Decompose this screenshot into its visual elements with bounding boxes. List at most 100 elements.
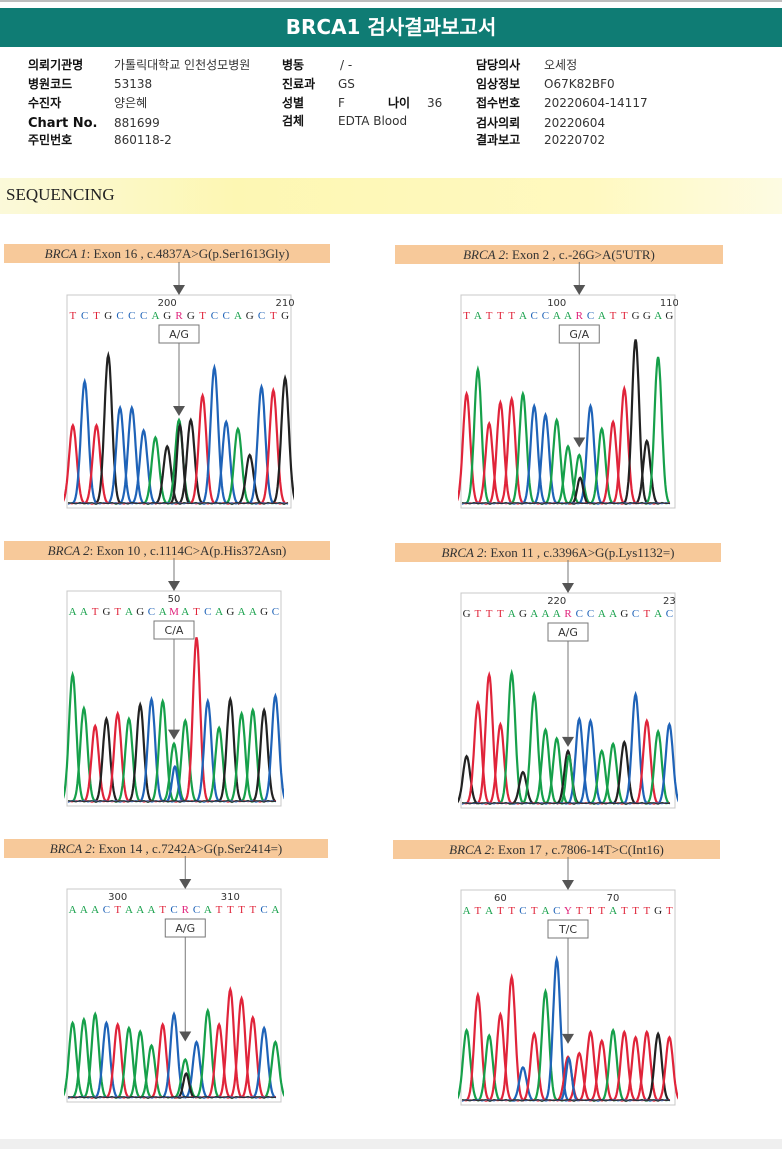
- base-call-letter: C: [204, 606, 211, 618]
- trace-peak: [248, 383, 274, 505]
- trace-peak: [645, 356, 670, 504]
- label-report-date: 결과보고: [476, 133, 521, 147]
- base-call-letter: T: [587, 905, 594, 917]
- base-call-letter: A: [463, 905, 471, 917]
- base-call-letter: C: [632, 608, 639, 620]
- trace-peak: [522, 402, 546, 505]
- base-call-letter: A: [181, 606, 189, 618]
- base-call-letter: G: [519, 608, 527, 620]
- base-call-letter: G: [104, 310, 112, 322]
- trace-peak: [511, 770, 535, 805]
- base-call-letter: A: [553, 608, 561, 620]
- base-call-letter: T: [70, 310, 77, 322]
- base-call-letter: C: [519, 905, 526, 917]
- top-border: [0, 0, 782, 2]
- base-call-letter: A: [215, 606, 223, 618]
- base-call-letter: C: [553, 905, 560, 917]
- label-specimen: 검체: [282, 114, 305, 128]
- trace-peak: [237, 453, 262, 505]
- trace-peak: [64, 1020, 85, 1098]
- gene-name: BRCA 1: [44, 246, 87, 261]
- trace-peak: [105, 1021, 130, 1099]
- trace-peak: [139, 1043, 163, 1099]
- base-call-letter: A: [654, 310, 662, 322]
- trace-peak: [142, 435, 168, 505]
- value-receipt-number: 20220604-14117: [544, 96, 648, 110]
- base-call-letter: G: [102, 606, 110, 618]
- base-call-letter: T: [576, 905, 583, 917]
- trace-peak: [533, 987, 558, 1102]
- base-call-letter: T: [159, 904, 166, 916]
- arrow-down-icon: [168, 729, 180, 740]
- trace-peak: [465, 365, 490, 504]
- base-call-letter: T: [497, 905, 504, 917]
- base-call-letter: T: [270, 310, 277, 322]
- label-department: 진료과: [282, 77, 316, 91]
- trace-peak: [634, 718, 659, 805]
- base-call-letter: T: [643, 905, 650, 917]
- trace-peak: [116, 1025, 141, 1099]
- base-call-letter: T: [497, 310, 504, 322]
- base-call-letter: C: [148, 606, 155, 618]
- trace-peak: [600, 1027, 625, 1102]
- variant-label-6: BRCA 2: Exon 17 , c.7806-14T>C(Int16): [393, 840, 720, 859]
- value-sex: F: [338, 96, 345, 110]
- trace-peak: [612, 1029, 636, 1102]
- base-call-letter: G: [665, 310, 673, 322]
- zygosity-label: G/A: [569, 328, 589, 341]
- trace-minor-peak: [170, 422, 190, 504]
- position-tick-label: 50: [168, 594, 181, 605]
- trace-peak: [218, 695, 242, 803]
- base-call-letter: T: [508, 905, 515, 917]
- base-call-letter: T: [227, 904, 234, 916]
- base-call-letter: C: [81, 310, 88, 322]
- variant-label-1: BRCA 1: Exon 16 , c.4837A>G(p.Ser1613Gly…: [4, 244, 330, 263]
- trace-peak: [105, 710, 130, 803]
- value-chart-no: 881699: [114, 116, 160, 130]
- trace-baseline: [67, 501, 289, 506]
- position-tick-label: 60: [494, 893, 507, 904]
- base-call-letter: T: [643, 608, 650, 620]
- base-call-letter: T: [531, 905, 538, 917]
- base-call-letter: A: [530, 608, 538, 620]
- trace-minor-peak: [571, 476, 589, 505]
- variant-description: : Exon 14 , c.7242A>G(p.Ser2414=): [91, 841, 283, 856]
- label-clinical-info: 임상정보: [476, 77, 521, 91]
- base-call-letter: T: [666, 905, 673, 917]
- base-call-letter: G: [620, 608, 628, 620]
- trace-peak: [94, 715, 119, 803]
- base-call-letter: G: [654, 905, 662, 917]
- base-call-letter: C: [140, 310, 147, 322]
- base-call-letter: A: [125, 606, 133, 618]
- label-patient: 수진자: [28, 96, 62, 110]
- trace-peak: [522, 1031, 546, 1102]
- gene-name: BRCA 2: [449, 842, 492, 857]
- label-hospital-code: 병원코드: [28, 77, 73, 91]
- trace-baseline: [67, 1095, 277, 1100]
- trace-peak: [213, 419, 239, 505]
- trace-peak: [646, 1031, 670, 1102]
- value-clinical-info: O67K82BF0: [544, 77, 615, 91]
- trace-peak: [150, 1022, 175, 1099]
- base-call-letter: C: [531, 310, 538, 322]
- arrow-down-icon: [562, 880, 574, 890]
- base-call-letter: T: [486, 310, 493, 322]
- base-call-letter: T: [610, 310, 617, 322]
- trace-peak: [511, 1065, 535, 1102]
- variant-description: : Exon 10 , c.1114C>A(p.His372Asn): [89, 543, 287, 558]
- base-call-letter: C: [193, 904, 200, 916]
- base-call-letter: A: [125, 904, 133, 916]
- section-title: SEQUENCING: [6, 185, 115, 204]
- base-call-letter: R: [175, 310, 183, 322]
- trace-peak: [477, 1033, 501, 1102]
- variant-description: : Exon 16 , c.4837A>G(p.Ser1613Gly): [86, 246, 290, 261]
- trace-peak: [119, 404, 144, 505]
- trace-peak: [589, 426, 614, 505]
- base-call-letter: A: [564, 310, 572, 322]
- variant-label-3: BRCA 2: Exon 10 , c.1114C>A(p.His372Asn): [4, 541, 330, 560]
- arrow-down-icon: [173, 406, 185, 416]
- base-call-letter: G: [246, 310, 254, 322]
- sequencing-section-header: SEQUENCING: [0, 178, 782, 214]
- trace-peak: [107, 404, 133, 505]
